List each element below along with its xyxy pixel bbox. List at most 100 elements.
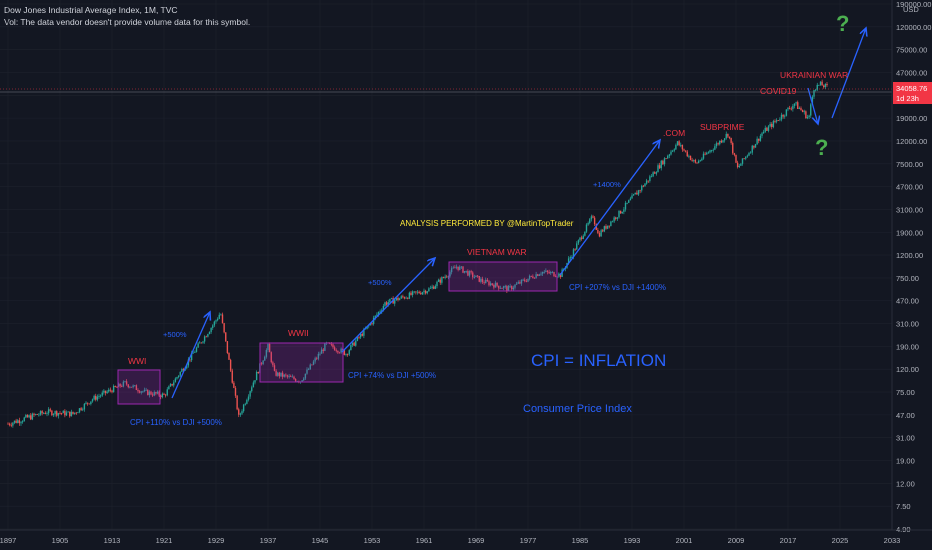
candle-body — [156, 391, 159, 394]
candle-body — [83, 403, 86, 410]
vietnam-range-box[interactable] — [448, 261, 558, 292]
candle-body — [122, 381, 125, 387]
candle-body — [530, 275, 532, 277]
wwi-range-box[interactable] — [117, 369, 161, 405]
price-tick-label: 750.00 — [896, 274, 919, 283]
candle-body — [587, 223, 589, 225]
currency-label: USD — [903, 5, 919, 14]
candle-body — [486, 279, 489, 282]
candle-body — [286, 375, 289, 377]
candle-body — [584, 231, 586, 236]
candle-body — [203, 336, 206, 342]
candle-body — [551, 272, 554, 273]
candle-body — [415, 291, 417, 293]
candle-body — [252, 382, 255, 388]
question-mark-down: ? — [815, 135, 828, 160]
candle-body — [816, 84, 818, 90]
candle-body — [532, 276, 534, 278]
candle-body — [70, 411, 73, 417]
trend-arrow-1921[interactable] — [171, 312, 210, 399]
candle-body — [582, 235, 584, 239]
candle-body — [285, 374, 287, 376]
candle-body — [190, 352, 193, 361]
candle-body — [533, 277, 536, 279]
time-tick-label: 1953 — [364, 536, 381, 545]
candle-body — [762, 131, 765, 134]
candle-body — [270, 352, 272, 363]
candle-body — [138, 391, 141, 393]
candle-body — [454, 267, 456, 269]
candle-body — [767, 126, 770, 131]
candle-body — [641, 185, 643, 191]
time-axis[interactable]: 1897 1905 1913 1921 1929 1937 1945 1953 1961 1969… — [0, 529, 932, 545]
time-tick-label: 1993 — [624, 536, 641, 545]
candle-body — [168, 386, 170, 390]
candle-body — [143, 389, 146, 392]
candle-body — [761, 133, 763, 136]
candle-body — [494, 282, 497, 288]
candle-body — [446, 276, 448, 278]
cpi-inflation-title: CPI = INFLATION — [531, 351, 666, 370]
candle-body — [171, 383, 173, 386]
candle-body — [511, 285, 513, 290]
candle-body — [124, 381, 126, 383]
candle-body — [239, 413, 242, 415]
label-dotcom: .COM — [663, 128, 685, 138]
price-axis[interactable]: USD 190000.00120000.0075000.0047000.0029… — [891, 0, 932, 534]
trend-arrow-1949[interactable] — [341, 258, 435, 353]
candle-body — [649, 176, 651, 181]
candle-body — [411, 291, 414, 295]
candle-body — [229, 359, 232, 371]
candle-body — [316, 358, 318, 360]
time-tick-label: 1905 — [52, 536, 69, 545]
candle-body — [550, 272, 552, 274]
candle-body — [434, 286, 437, 289]
candle-body — [99, 395, 102, 397]
candle-body — [160, 395, 162, 398]
candle-body — [608, 225, 610, 227]
candle-body — [489, 283, 492, 286]
candle-body — [818, 84, 820, 86]
time-tick-label: 1969 — [468, 536, 485, 545]
candle-body — [338, 352, 341, 354]
candle-body — [580, 237, 583, 239]
candle-body — [537, 274, 539, 276]
candle-body — [424, 290, 427, 294]
candle-body — [696, 162, 698, 164]
wwii-range-box[interactable] — [259, 342, 344, 383]
candle-body — [98, 396, 100, 397]
candle-body — [602, 230, 604, 232]
candle-body — [431, 286, 433, 288]
candle-body — [205, 336, 207, 338]
candle-body — [80, 408, 82, 411]
candle-body — [382, 306, 385, 311]
candle-body — [408, 292, 411, 299]
candle-body — [801, 110, 804, 113]
price-tick-label: 120.00 — [896, 365, 919, 374]
candle-body — [485, 279, 487, 284]
candle-body — [676, 141, 679, 146]
candle-body — [324, 343, 326, 351]
candle-body — [67, 411, 69, 413]
candle-body — [823, 85, 825, 88]
forecast-arrow-up[interactable] — [831, 28, 866, 119]
candle-body — [233, 382, 235, 388]
candle-body — [746, 155, 749, 157]
candle-body — [301, 380, 303, 382]
candle-body — [416, 291, 419, 293]
candle-body — [15, 420, 17, 423]
candle-body — [265, 349, 268, 357]
candle-body — [65, 412, 68, 416]
trend-arrow-1982[interactable] — [559, 140, 660, 276]
candle-body — [572, 249, 575, 258]
candle-body — [606, 225, 609, 229]
candle-body — [397, 297, 399, 301]
forecast-arrow-down[interactable] — [807, 87, 818, 124]
candle-body — [127, 384, 129, 388]
candle-body — [90, 401, 92, 405]
candle-body — [753, 145, 755, 148]
candle-body — [398, 298, 401, 301]
candle-body — [567, 258, 570, 264]
candle-body — [701, 158, 703, 161]
